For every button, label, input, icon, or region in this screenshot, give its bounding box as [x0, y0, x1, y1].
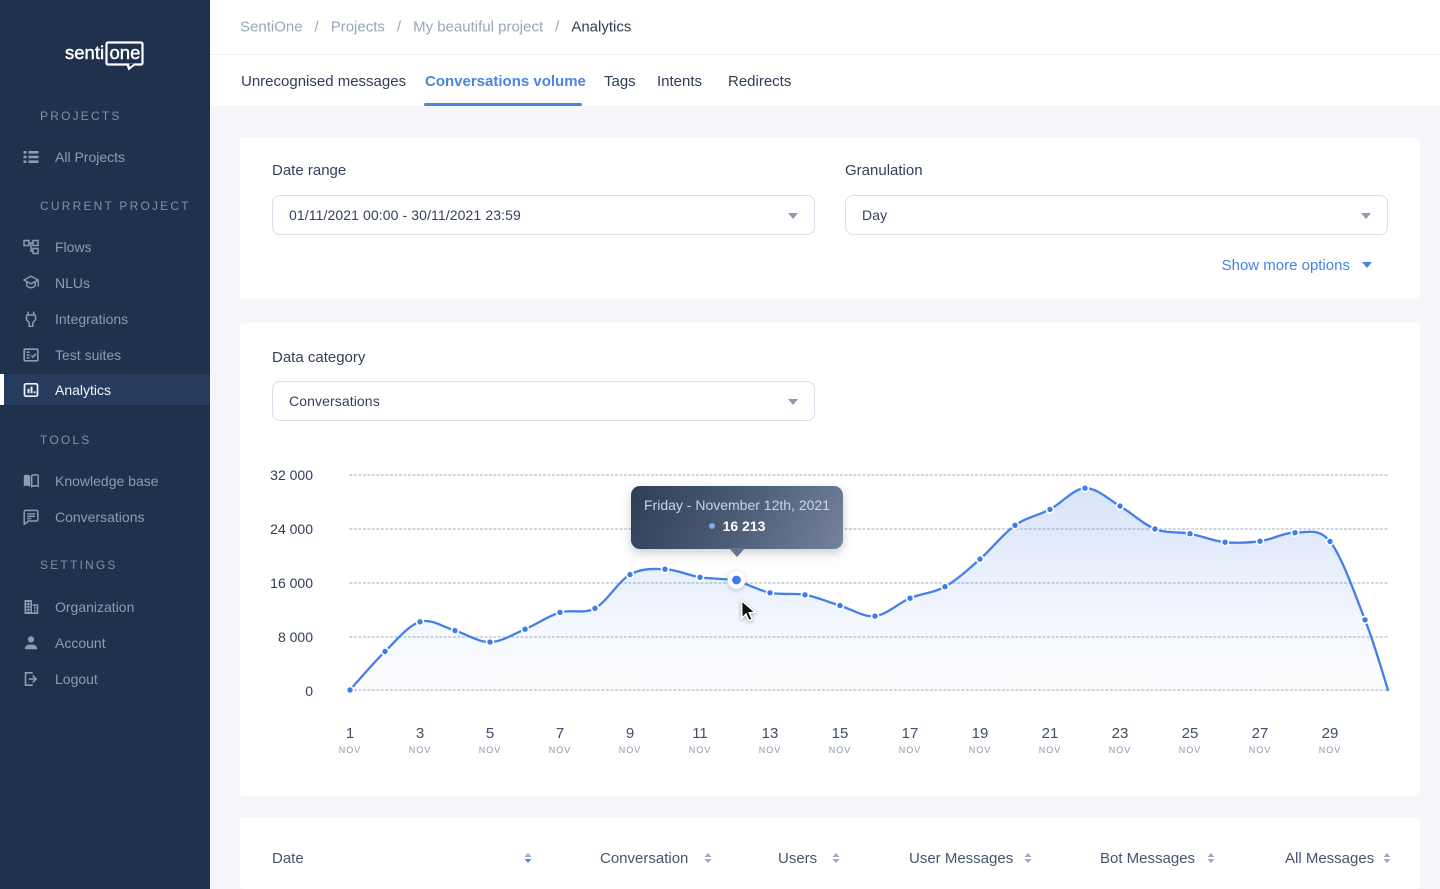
- svg-text:senti: senti: [65, 42, 104, 63]
- svg-text:one: one: [110, 42, 141, 63]
